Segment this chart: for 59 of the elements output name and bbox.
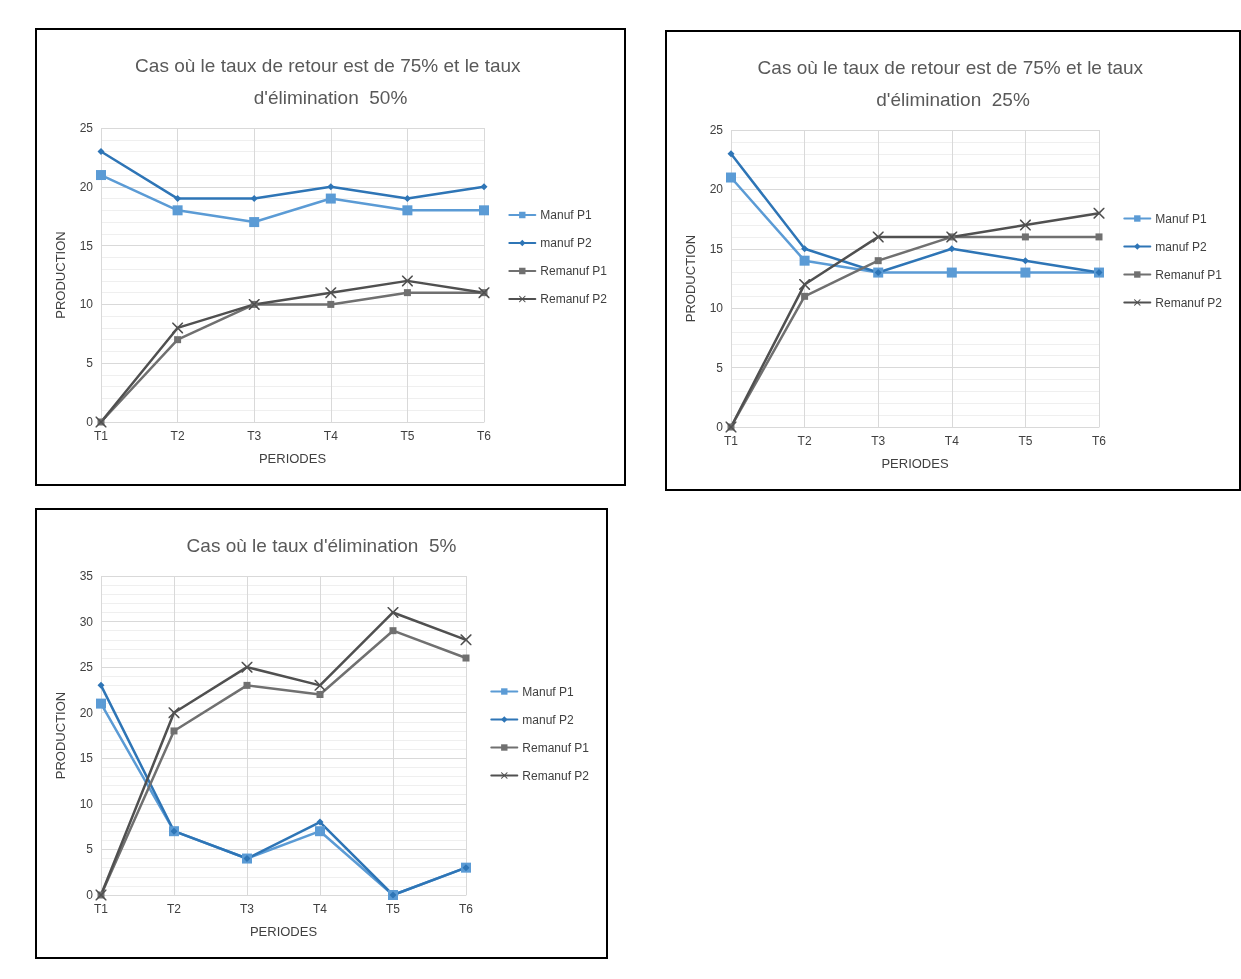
legend-label: Manuf P1 (540, 208, 592, 222)
x-tick-label: T1 (93, 429, 109, 443)
x-axis-title: PERIODES (881, 456, 949, 471)
legend-label: Remanuf P1 (1155, 267, 1223, 282)
x-tick-label: T5 (1018, 434, 1033, 448)
y-tick-label: 25 (709, 123, 724, 137)
legend-label: Remanuf P1 (540, 264, 608, 278)
y-tick-label: 5 (716, 360, 724, 375)
x-tick-label: T5 (400, 429, 415, 443)
y-tick-label: 25 (79, 660, 94, 675)
y-tick-label: 25 (79, 121, 94, 135)
x-tick-label: T3 (871, 434, 886, 448)
legend-label: manuf P2 (522, 712, 574, 727)
x-axis-title: PERIODES (249, 924, 318, 939)
x-tick-label: T6 (1091, 434, 1107, 448)
x-tick-label: T1 (93, 902, 109, 916)
y-tick-label: 15 (79, 238, 94, 253)
legend-label: Remanuf P2 (1155, 295, 1223, 310)
chart-title: Cas où le taux de retour est de 75% et le taux d'élimination 50% (135, 54, 526, 108)
y-tick-label: 0 (86, 415, 94, 429)
x-tick-label: T4 (323, 429, 339, 443)
y-tick-label: 20 (79, 705, 94, 720)
y-tick-label: 30 (79, 614, 94, 629)
y-axis-title: PRODUCTION (683, 234, 698, 323)
x-tick-label: T2 (166, 902, 182, 916)
legend-label: Remanuf P2 (540, 292, 608, 306)
y-tick-label: 15 (709, 241, 724, 256)
y-axis-title: PRODUCTION (53, 231, 68, 319)
x-tick-label: T3 (239, 902, 255, 916)
x-tick-label: T2 (797, 434, 812, 448)
x-tick-label: T5 (385, 902, 401, 916)
y-tick-label: 10 (79, 796, 94, 811)
y-tick-label: 10 (709, 301, 724, 316)
legend-label: Remanuf P1 (522, 740, 590, 755)
legend-label: manuf P2 (1155, 239, 1207, 254)
y-axis-title: PRODUCTION (53, 691, 68, 780)
y-tick-label: 15 (79, 751, 94, 766)
x-tick-label: T3 (247, 429, 262, 443)
x-tick-label: T6 (476, 429, 492, 443)
y-tick-label: 20 (709, 182, 724, 197)
y-tick-label: 0 (716, 420, 724, 434)
x-tick-label: T2 (170, 429, 185, 443)
y-tick-label: 35 (79, 569, 94, 583)
x-tick-label: T4 (312, 902, 328, 916)
legend-label: Remanuf P2 (522, 768, 590, 783)
y-tick-label: 0 (86, 888, 94, 902)
legend-label: manuf P2 (540, 236, 592, 250)
x-tick-label: T6 (458, 902, 474, 916)
legend-label: Manuf P1 (1155, 211, 1207, 226)
legend-label: Manuf P1 (522, 684, 574, 699)
y-tick-label: 5 (86, 356, 94, 371)
y-tick-label: 10 (79, 297, 94, 312)
y-tick-label: 5 (86, 842, 94, 857)
x-axis-title: PERIODES (258, 451, 327, 466)
x-tick-label: T4 (944, 434, 960, 448)
x-tick-label: T1 (723, 434, 739, 448)
chart-title: Cas où le taux d'élimination 5% (186, 534, 457, 556)
y-tick-label: 20 (79, 179, 94, 194)
chart-title: Cas où le taux de retour est de 75% et le taux d'élimination 25% (757, 56, 1149, 110)
